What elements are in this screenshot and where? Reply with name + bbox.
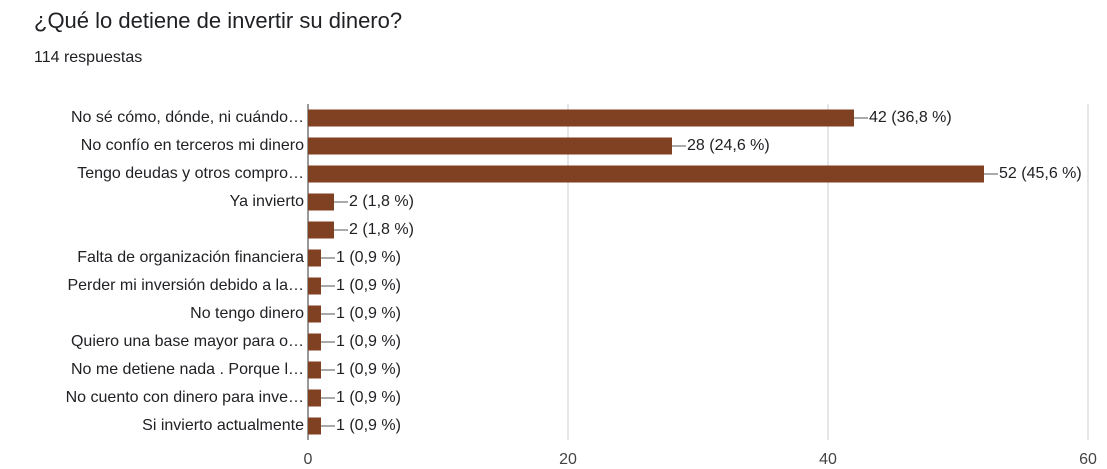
bar xyxy=(308,165,984,183)
y-tick-label: No cuento con dinero para inve… xyxy=(66,389,304,406)
y-tick-label: No tengo dinero xyxy=(190,305,304,322)
value-label: 42 (36,8 %) xyxy=(869,109,952,126)
value-label: 2 (1,8 %) xyxy=(349,193,414,210)
bar xyxy=(308,137,672,155)
x-tick-label: 60 xyxy=(1079,451,1097,468)
bar xyxy=(308,221,334,239)
bar xyxy=(308,109,854,127)
y-tick-label: Perder mi inversión debido a la… xyxy=(67,277,304,294)
value-label: 1 (0,9 %) xyxy=(336,277,401,294)
y-tick-label: Si invierto actualmente xyxy=(142,417,304,434)
value-label: 1 (0,9 %) xyxy=(336,249,401,266)
value-label: 28 (24,6 %) xyxy=(687,137,770,154)
chart-title: ¿Qué lo detiene de invertir su dinero? xyxy=(34,8,402,33)
x-tick-label: 0 xyxy=(304,451,313,468)
y-tick-label: No confío en terceros mi dinero xyxy=(81,137,304,154)
y-tick-label: Tengo deudas y otros compro… xyxy=(77,165,304,182)
y-tick-label: No sé cómo, dónde, ni cuándo… xyxy=(71,109,304,126)
bar xyxy=(308,361,321,379)
bar xyxy=(308,333,321,351)
value-label: 1 (0,9 %) xyxy=(336,333,401,350)
bar xyxy=(308,249,321,267)
y-tick-label: No me detiene nada . Porque l… xyxy=(71,361,304,378)
value-label: 2 (1,8 %) xyxy=(349,221,414,238)
value-label: 1 (0,9 %) xyxy=(336,417,401,434)
bar xyxy=(308,305,321,323)
y-tick-label: Ya invierto xyxy=(230,193,305,210)
y-tick-label: Falta de organización financiera xyxy=(77,249,304,266)
value-label: 1 (0,9 %) xyxy=(336,361,401,378)
chart-subtitle: 114 respuestas xyxy=(34,49,142,66)
bar xyxy=(308,389,321,407)
x-tick-label: 20 xyxy=(559,451,577,468)
bar xyxy=(308,193,334,211)
value-label: 1 (0,9 %) xyxy=(336,389,401,406)
y-tick-label: Quiero una base mayor para o… xyxy=(71,333,304,350)
value-label: 1 (0,9 %) xyxy=(336,305,401,322)
x-tick-label: 40 xyxy=(819,451,837,468)
bar xyxy=(308,277,321,295)
bar xyxy=(308,417,321,435)
value-label: 52 (45,6 %) xyxy=(999,165,1082,182)
